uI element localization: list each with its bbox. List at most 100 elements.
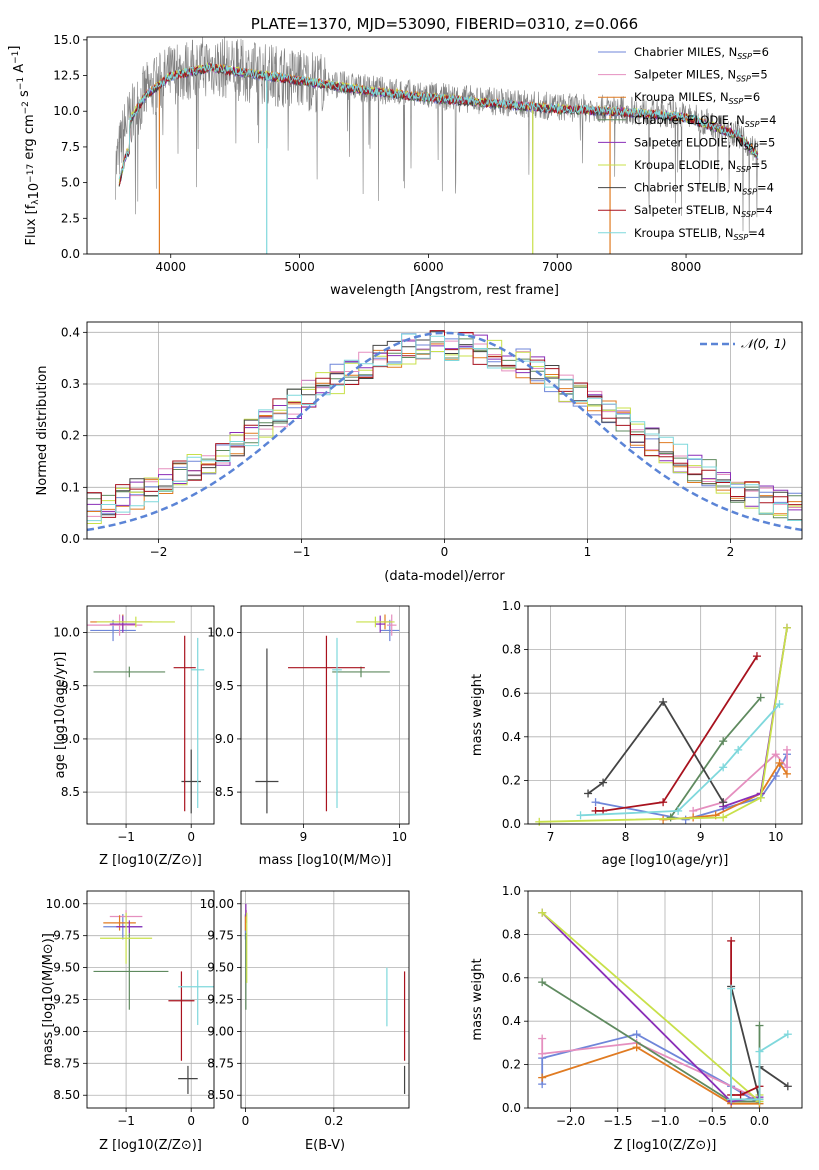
mass-weight-marker: [783, 1082, 792, 1091]
mass-weight-series: [730, 940, 760, 1096]
y-tick-label: 0.6: [502, 686, 521, 700]
mass-weight-marker: [775, 758, 784, 767]
mass-weight-marker: [591, 798, 600, 807]
y-tick-label: 9.75: [53, 929, 80, 943]
x-tick-label: −2.0: [556, 1114, 585, 1128]
y-tick-label: 0.2: [502, 773, 521, 787]
mass-weight-series: [541, 1046, 760, 1105]
y-axis-label: Flux [fλ10−17 erg cm−2 s−1 A−1]: [7, 46, 42, 246]
legend-label: Chabrier ELODIE, NSSP=4: [634, 113, 776, 129]
errorbar-point: [178, 970, 214, 1026]
axes-frame: [240, 605, 410, 825]
mass-weight-series: [722, 627, 788, 808]
legend-label: Salpeter MILES, NSSP=5: [634, 68, 768, 84]
y-tick-label: 5.0: [61, 176, 80, 190]
x-tick-label: −1: [117, 830, 135, 844]
mass-weight-marker: [659, 697, 668, 706]
legend-label: Salpeter ELODIE, NSSP=5: [634, 135, 775, 151]
x-tick-label: 8000: [671, 260, 702, 274]
x-tick-label: 7: [547, 830, 555, 844]
x-tick-label: 0: [187, 830, 195, 844]
errorbar-point: [109, 615, 136, 633]
mass-weight-marker: [756, 793, 765, 802]
mass-weight-marker: [674, 806, 683, 815]
mass-weight-marker: [752, 652, 761, 661]
x-tick-label: 9: [300, 830, 308, 844]
errorbar-point: [255, 648, 279, 814]
x-tick-label: 0: [187, 1114, 195, 1128]
errorbar-point: [93, 933, 169, 1010]
y-tick-label: 0.0: [502, 1101, 521, 1115]
mass-weight-marker: [632, 1030, 641, 1039]
x-tick-label: 9: [697, 830, 705, 844]
x-tick-label: 8: [622, 830, 630, 844]
y-tick-label: 0.4: [61, 325, 80, 339]
y-tick-label: 0.3: [61, 377, 80, 391]
mass-weight-series: [541, 1038, 760, 1101]
mass-weight-marker: [756, 693, 765, 702]
y-axis-label: mass [log10(M/M⊙)]: [41, 933, 56, 1066]
mass-weight-marker: [719, 763, 728, 772]
axes-frame: [86, 321, 803, 540]
y-tick-label: 8.5: [215, 785, 234, 799]
x-tick-label: −1.0: [650, 1114, 679, 1128]
y-tick-label: 9.0: [61, 732, 80, 746]
legend-label: Kroupa MILES, NSSP=6: [634, 90, 760, 106]
residual-histogram: [87, 333, 802, 522]
y-tick-label: 0.0: [502, 817, 521, 831]
y-tick-label: 8.75: [207, 1056, 234, 1070]
y-tick-label: 0.0: [61, 247, 80, 261]
x-tick-label: 0: [242, 1114, 250, 1128]
y-tick-label: 1.0: [502, 884, 521, 898]
mass-weight-marker: [755, 1095, 764, 1104]
y-tick-label: 9.5: [61, 679, 80, 693]
errorbar-point: [332, 666, 390, 678]
y-tick-label: 9.50: [207, 961, 234, 975]
y-tick-label: 10.00: [46, 897, 80, 911]
y-tick-label: 10.00: [200, 897, 234, 911]
x-axis-label: (data-model)/error: [384, 569, 505, 584]
mass-weight-marker: [591, 806, 600, 815]
mass-weight-marker: [576, 811, 585, 820]
y-tick-label: 8.50: [53, 1088, 80, 1102]
y-tick-label: 9.0: [215, 732, 234, 746]
y-tick-label: 10.0: [207, 626, 234, 640]
legend-label: 𝒩(0, 1): [741, 336, 787, 351]
axes-frame: [86, 605, 215, 825]
mass-weight-marker: [538, 1034, 547, 1043]
residual_hist-axes: −2 −1 0 1 2 0.0 0.1 0.2 0.3 0.4: [61, 321, 803, 559]
x-axis-label: Z [log10(Z/Z⊙)]: [614, 1138, 717, 1153]
errorbar-point: [168, 971, 195, 1061]
x-axis-label: mass [log10(M/M⊙)]: [259, 853, 392, 868]
y-tick-label: 2.5: [61, 211, 80, 225]
mass_vs_Z-axes: −1 0 8.50 8.75 9.00 9.25 9.50 9.75 10.00: [46, 890, 215, 1128]
errorbar-point: [375, 615, 385, 633]
y-tick-label: 10.0: [53, 104, 80, 118]
x-tick-label: 6000: [413, 260, 444, 274]
mass-weight-marker: [755, 1021, 764, 1030]
mass-weight-marker: [538, 1073, 547, 1082]
axes-frame: [527, 605, 803, 825]
errorbar-point: [93, 666, 166, 678]
mass-weight-marker: [719, 798, 728, 807]
x-axis-label: Z [log10(Z/Z⊙)]: [99, 1138, 202, 1153]
x-tick-label: 5000: [284, 260, 315, 274]
mass-weight-marker: [736, 1090, 745, 1099]
x-tick-label: 7000: [542, 260, 573, 274]
model-spectrum: [118, 62, 759, 180]
errorbar-point: [116, 920, 143, 934]
mass-weight-marker: [538, 1049, 547, 1058]
mass-weight-marker: [632, 1043, 641, 1052]
errorbar-point: [332, 637, 342, 809]
mass-weight-marker: [535, 817, 544, 826]
mass-weight-marker: [783, 1030, 792, 1039]
x-tick-label: 10: [392, 830, 407, 844]
mass-weight-marker: [599, 778, 608, 787]
errorbar-point: [90, 619, 136, 642]
y-tick-label: 9.00: [207, 1024, 234, 1038]
mass-weight-marker: [681, 815, 690, 824]
massweight_vs_Z-axes: −2.0 −1.5 −1.0 −0.5 0.0 0.0 0.2 0.4 0.6 0.8 1.0: [502, 884, 803, 1128]
mass-weight-marker: [727, 936, 736, 945]
x-tick-label: −1: [117, 1114, 135, 1128]
